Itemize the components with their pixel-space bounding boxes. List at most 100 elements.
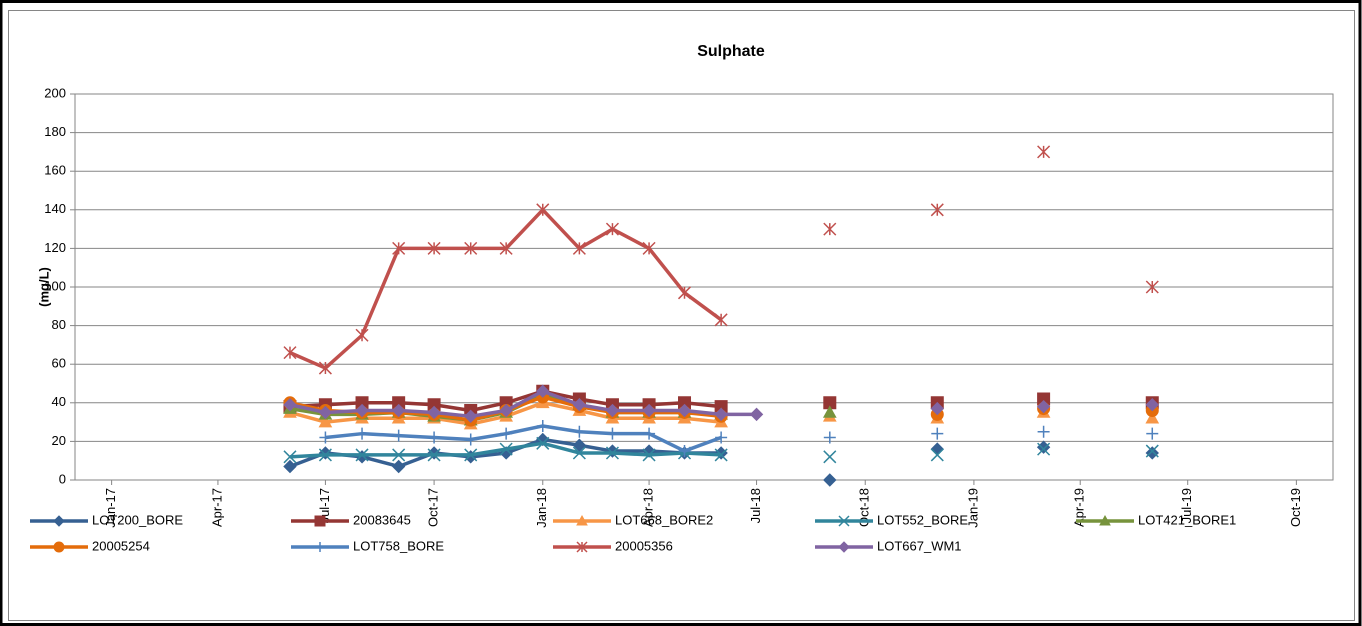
y-tick-label: 180: [44, 124, 66, 139]
data-point: [1145, 446, 1159, 460]
data-point: [391, 459, 406, 474]
data-point: [318, 405, 333, 420]
data-point: [1145, 411, 1160, 424]
data-point: [356, 427, 369, 440]
x-tick-label: Oct-17: [426, 488, 441, 527]
legend-marker: [838, 515, 850, 527]
data-point: [642, 403, 656, 418]
x-tick-label: Jan-19: [965, 488, 980, 528]
data-point: [283, 450, 297, 464]
data-point: [283, 398, 297, 412]
data-point: [714, 448, 728, 462]
data-point: [355, 448, 369, 462]
legend-marker: [1099, 514, 1111, 526]
x-tick-label: Jan-18: [534, 488, 549, 528]
legend-marker: [314, 515, 326, 527]
y-tick-label: 80: [52, 317, 66, 332]
data-point: [823, 450, 837, 464]
data-point: [1036, 399, 1051, 414]
y-tick-label: 0: [59, 471, 66, 486]
data-point: [319, 431, 332, 444]
data-point: [677, 403, 692, 418]
data-point: [499, 442, 513, 456]
data-point: [318, 448, 332, 462]
data-point: [499, 403, 513, 418]
data-point: [822, 405, 837, 418]
data-point: [823, 473, 837, 487]
legend-marker: [53, 515, 65, 527]
data-point: [714, 400, 728, 414]
legend-label: 20005254: [92, 538, 150, 553]
data-point: [427, 405, 441, 420]
data-point: [427, 398, 441, 412]
data-point: [1037, 145, 1051, 159]
legend-marker: [576, 541, 588, 553]
legend-label: LOT552_BORE: [877, 512, 968, 527]
data-point: [500, 427, 513, 440]
data-point: [930, 448, 944, 462]
data-point: [428, 431, 441, 444]
data-point: [573, 425, 586, 438]
data-point: [678, 445, 691, 458]
legend-label: 20083645: [353, 512, 411, 527]
x-tick-label: Apr-19: [1072, 488, 1087, 527]
data-point: [605, 446, 619, 460]
x-tick-label: Apr-17: [209, 488, 224, 527]
data-point: [464, 448, 478, 462]
legend-marker: [838, 541, 850, 553]
x-tick-label: Apr-18: [641, 488, 656, 527]
data-point: [572, 446, 586, 460]
data-point: [1037, 425, 1050, 438]
legend-label: LOT421_BORE1: [1138, 512, 1236, 527]
data-point: [392, 429, 405, 442]
data-point: [392, 448, 406, 462]
data-point: [427, 448, 441, 462]
y-tick-label: 60: [52, 356, 66, 371]
data-point: [427, 241, 441, 255]
data-point: [392, 241, 406, 255]
data-point: [715, 431, 728, 444]
data-point: [464, 241, 478, 255]
y-tick-label: 40: [52, 394, 66, 409]
data-point: [1037, 392, 1051, 406]
data-point: [642, 448, 656, 462]
chart-title: Sulphate: [697, 43, 765, 60]
data-point: [605, 222, 619, 236]
data-point: [355, 403, 369, 418]
data-point: [536, 436, 550, 450]
data-point: [678, 396, 692, 410]
x-tick-label: Oct-18: [857, 488, 872, 527]
data-point: [355, 450, 369, 464]
data-point: [714, 313, 728, 327]
data-point: [642, 444, 656, 458]
y-axis-label: (mg/L): [36, 267, 51, 307]
data-point: [536, 419, 549, 432]
y-tick-label: 200: [44, 85, 66, 100]
x-tick-label: Oct-19: [1288, 488, 1303, 527]
y-tick-label: 20: [52, 433, 66, 448]
data-point: [355, 328, 369, 342]
x-tick-label: Jul-18: [748, 488, 763, 523]
y-tick-label: 100: [44, 278, 66, 293]
data-point: [283, 459, 297, 474]
data-point: [1146, 427, 1159, 440]
data-point: [605, 403, 620, 418]
data-point: [823, 396, 837, 410]
legend-marker: [53, 541, 65, 553]
data-point: [1145, 444, 1159, 458]
data-point: [572, 398, 587, 412]
legend-label: 20005356: [615, 538, 673, 553]
data-point: [930, 203, 944, 217]
data-point: [714, 407, 728, 422]
data-point: [572, 241, 586, 255]
data-point: [749, 407, 764, 422]
legend-marker: [576, 514, 588, 526]
legend-label: LOT200_BORE: [92, 512, 183, 527]
data-point: [823, 431, 836, 444]
data-point: [931, 427, 944, 440]
data-point: [464, 433, 477, 446]
x-tick-label: Jul-17: [317, 488, 332, 523]
